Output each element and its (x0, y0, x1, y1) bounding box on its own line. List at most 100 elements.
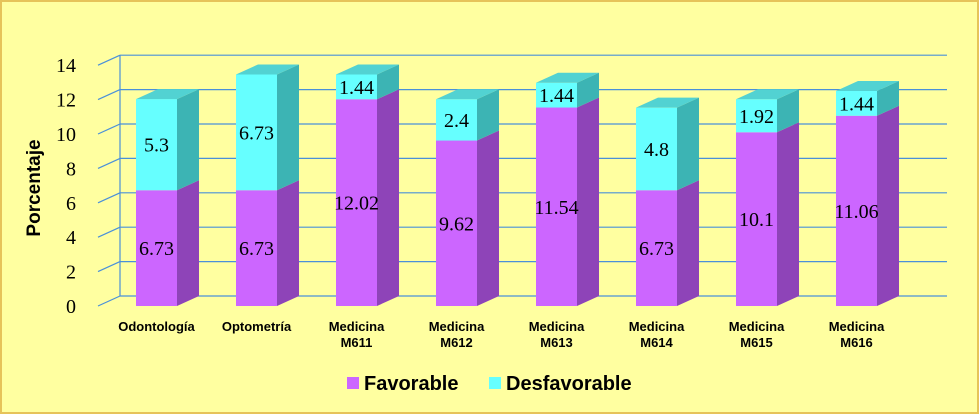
legend-swatch (489, 377, 501, 389)
bar-side (277, 64, 299, 191)
bar-side (377, 89, 399, 306)
y-tick-label: 8 (66, 158, 76, 180)
bar-top (836, 81, 899, 91)
bar-top (336, 64, 399, 75)
y-axis-label: Porcentaje (24, 139, 45, 236)
data-label: 6.73 (639, 238, 674, 260)
bar-front (536, 107, 577, 307)
bars (136, 64, 899, 307)
bar-side (477, 89, 499, 141)
bar-front (536, 82, 577, 108)
bar-front (336, 99, 377, 306)
bar-favorable-1 (136, 180, 199, 306)
bar-desfavorable-7 (736, 89, 799, 133)
bar-side (377, 64, 399, 100)
bar-front (236, 74, 277, 191)
bar-favorable-7 (736, 122, 799, 306)
bar-side (577, 72, 599, 108)
bar-favorable-2 (236, 180, 299, 306)
data-label: 6.73 (239, 122, 274, 144)
data-label: 6.73 (239, 238, 274, 260)
legend-label: Desfavorable (506, 373, 632, 395)
y-tick-label: 0 (66, 296, 76, 318)
bar-side (677, 180, 699, 306)
bar-side (877, 105, 899, 306)
gridline-diagonal (97, 157, 121, 169)
bar-front (436, 140, 477, 306)
gridline-diagonal (97, 226, 121, 238)
bar-favorable-5 (536, 97, 599, 307)
y-tick-label: 4 (66, 227, 76, 249)
data-label: 2.4 (444, 110, 469, 132)
x-category-label: Medicina M615 (729, 319, 785, 350)
x-category-label: Medicina M612 (429, 319, 485, 350)
bar-front (736, 99, 777, 133)
gridline-diagonal (97, 123, 121, 135)
legend-item-desfavorable: Desfavorable (489, 373, 632, 395)
bar-favorable-6 (636, 180, 699, 306)
bar-desfavorable-3 (336, 64, 399, 100)
bar-front (636, 190, 677, 306)
bar-side (577, 97, 599, 307)
bar-front (636, 107, 677, 191)
bar-front (836, 115, 877, 306)
data-label: 1.44 (839, 93, 874, 115)
x-category-label: Medicina M611 (329, 319, 385, 350)
bar-front (136, 190, 177, 306)
gridline-diagonal (97, 261, 121, 273)
y-tick-label: 12 (56, 90, 76, 112)
data-label: 1.44 (539, 85, 574, 107)
data-label: 4.8 (644, 139, 669, 161)
bar-desfavorable-2 (236, 64, 299, 191)
data-label: 6.73 (139, 238, 174, 260)
gridline-diagonal (97, 54, 121, 66)
legend-label: Favorable (364, 373, 458, 395)
bar-side (277, 180, 299, 306)
bar-side (777, 122, 799, 306)
gridline-diagonal (97, 192, 121, 204)
data-label: 5.3 (144, 135, 169, 157)
data-label: 1.92 (739, 106, 774, 128)
y-tick-label: 6 (66, 193, 76, 215)
y-axis: 0 2 4 6 8 10 12 14 (56, 55, 121, 318)
bar-desfavorable-5 (536, 72, 599, 108)
x-category-label: Odontología (118, 319, 195, 334)
bar-front (836, 91, 877, 116)
data-label: 9.62 (439, 213, 474, 235)
y-tick-label: 14 (56, 55, 76, 77)
bar-front (236, 190, 277, 306)
y-tick-label: 2 (66, 262, 76, 284)
bar-favorable-4 (436, 130, 499, 306)
bar-top (436, 89, 499, 100)
x-axis-categories: Odontología Optometría Medicina M611 Medicin… (118, 319, 885, 350)
data-label: 11.06 (834, 201, 878, 223)
gridlines (97, 54, 947, 307)
value-labels: 6.73 5.3 6.73 6.73 12.02 1.44 9.62 2.4 11.54 1.44… (139, 77, 879, 260)
bar-front (436, 99, 477, 141)
legend-swatch (347, 377, 359, 389)
data-label: 1.44 (339, 77, 374, 99)
x-category-label: Medicina M614 (629, 319, 685, 350)
gridline-diagonal (97, 295, 121, 307)
bar-favorable-8 (836, 105, 899, 306)
y-tick-label: 10 (56, 124, 76, 146)
x-category-label: Medicina M613 (529, 319, 585, 350)
bar-desfavorable-8 (836, 81, 899, 116)
bar-side (777, 89, 799, 133)
bar-desfavorable-6 (636, 97, 699, 191)
bar-side (477, 130, 499, 306)
bar-side (677, 97, 699, 191)
bar-top (636, 97, 699, 108)
bar-desfavorable-1 (136, 89, 199, 191)
data-label: 11.54 (534, 197, 578, 219)
bar-top (736, 89, 799, 100)
x-category-label: Optometría (222, 319, 292, 334)
data-label: 12.02 (334, 193, 379, 215)
x-category-label: Medicina M616 (829, 319, 885, 350)
bar-top (536, 72, 599, 83)
bar-side (177, 180, 199, 306)
gridline-diagonal (97, 89, 121, 101)
legend: Favorable Desfavorable (347, 373, 632, 395)
